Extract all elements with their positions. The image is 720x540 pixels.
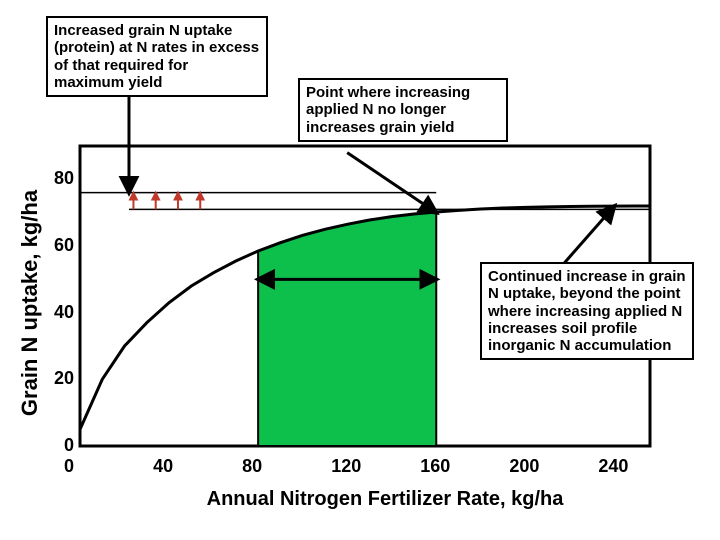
- y-tick-label: 60: [54, 235, 74, 256]
- x-tick-label: 200: [509, 456, 539, 477]
- y-tick-label: 0: [64, 435, 74, 456]
- y-tick-label: 20: [54, 368, 74, 389]
- y-tick-label: 80: [54, 168, 74, 189]
- x-tick-label: 0: [64, 456, 74, 477]
- x-axis-label: Annual Nitrogen Fertilizer Rate, kg/ha: [170, 488, 600, 511]
- annotation-top-left: Increased grain N uptake (protein) at N …: [46, 16, 268, 97]
- x-tick-label: 160: [420, 456, 450, 477]
- annotation-mid-right: Continued increase in grain N uptake, be…: [480, 262, 694, 360]
- x-tick-label: 40: [153, 456, 173, 477]
- annotation-top-right: Point where increasing applied N no long…: [298, 78, 508, 142]
- x-tick-label: 240: [598, 456, 628, 477]
- x-tick-label: 120: [331, 456, 361, 477]
- y-tick-label: 40: [54, 302, 74, 323]
- x-tick-label: 80: [242, 456, 262, 477]
